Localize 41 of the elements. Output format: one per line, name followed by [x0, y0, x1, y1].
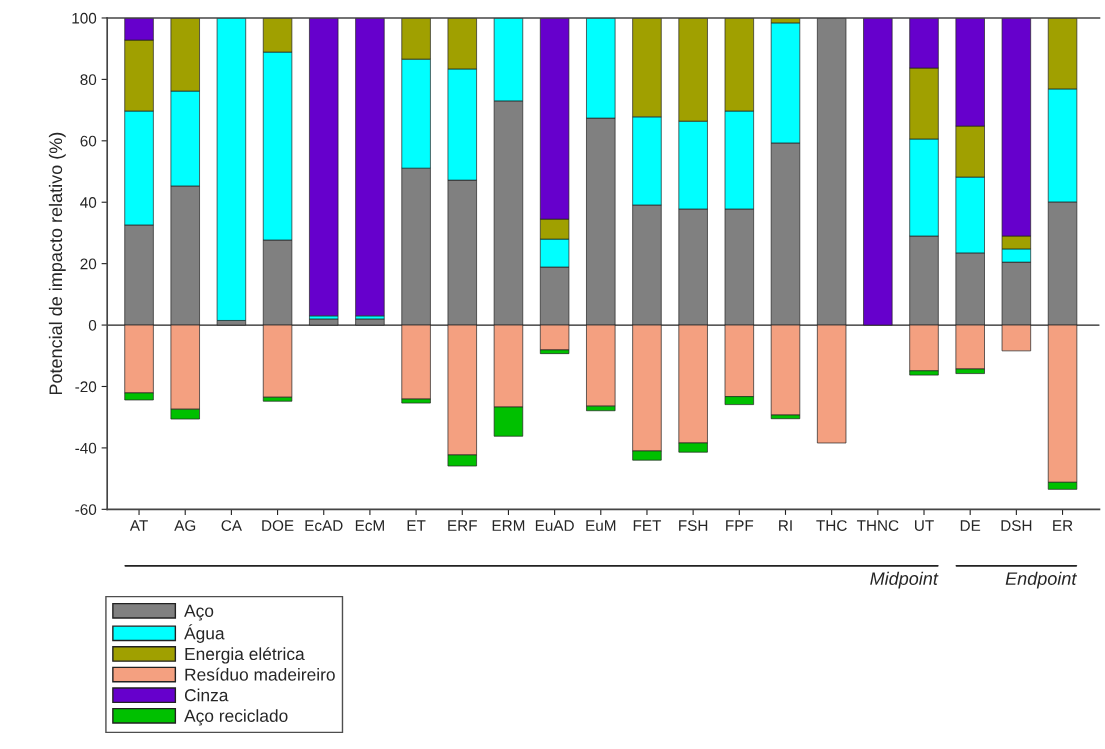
legend-label: Cinza — [184, 688, 229, 702]
legend-label: Água — [184, 624, 225, 643]
x-tick-label: CA — [221, 520, 242, 531]
y-axis-title: Potencial de impacto relativo (%) — [48, 132, 66, 395]
x-tick-label: EuAD — [535, 520, 574, 531]
x-tick-label: ERM — [492, 520, 525, 531]
x-tick-label: FET — [633, 520, 662, 531]
x-tick-label: ERF — [448, 520, 477, 531]
x-tick-label: DSH — [1001, 520, 1032, 531]
y-tick-label: -40 — [75, 442, 97, 454]
x-tick-label: AG — [174, 520, 196, 531]
y-tick-label: 20 — [80, 258, 97, 270]
y-tick-label: 100 — [72, 12, 97, 24]
x-tick-label: THC — [816, 520, 847, 531]
y-tick-label: 80 — [80, 74, 97, 86]
x-tick-label: FSH — [679, 520, 708, 531]
text: Endpoint — [1005, 571, 1078, 589]
x-tick-label: DOE — [262, 520, 294, 531]
y-tick-label: -20 — [75, 381, 97, 393]
x-tick-label: EuM — [586, 520, 616, 531]
x-tick-label: EcM — [355, 520, 384, 531]
x-tick-label: THNC — [856, 520, 899, 531]
y-tick-label: 0 — [88, 319, 97, 331]
legend-label: Resíduo madeireiro — [185, 667, 335, 681]
y-tick-label: -60 — [75, 504, 97, 516]
x-tick-label: AT — [129, 520, 148, 531]
legend-label: Aço reciclado — [184, 709, 288, 726]
y-tick-label: 40 — [80, 197, 97, 208]
bar — [355, 17, 385, 317]
x-tick-label: FPF — [726, 520, 754, 531]
x-tick-label: ET — [407, 520, 426, 531]
x-tick-label: RI — [779, 520, 792, 531]
x-tick-label: ER — [1053, 520, 1073, 531]
x-tick-label: EcAD — [305, 520, 343, 531]
x-tick-label: UT — [915, 520, 934, 531]
bar — [309, 17, 339, 317]
text: Midpoint — [870, 571, 939, 589]
y-tick-label: 60 — [80, 135, 97, 147]
legend-label: Aço — [184, 604, 214, 621]
legend-label: Energia elétrica — [185, 647, 305, 664]
x-tick-label: DE — [960, 520, 981, 531]
